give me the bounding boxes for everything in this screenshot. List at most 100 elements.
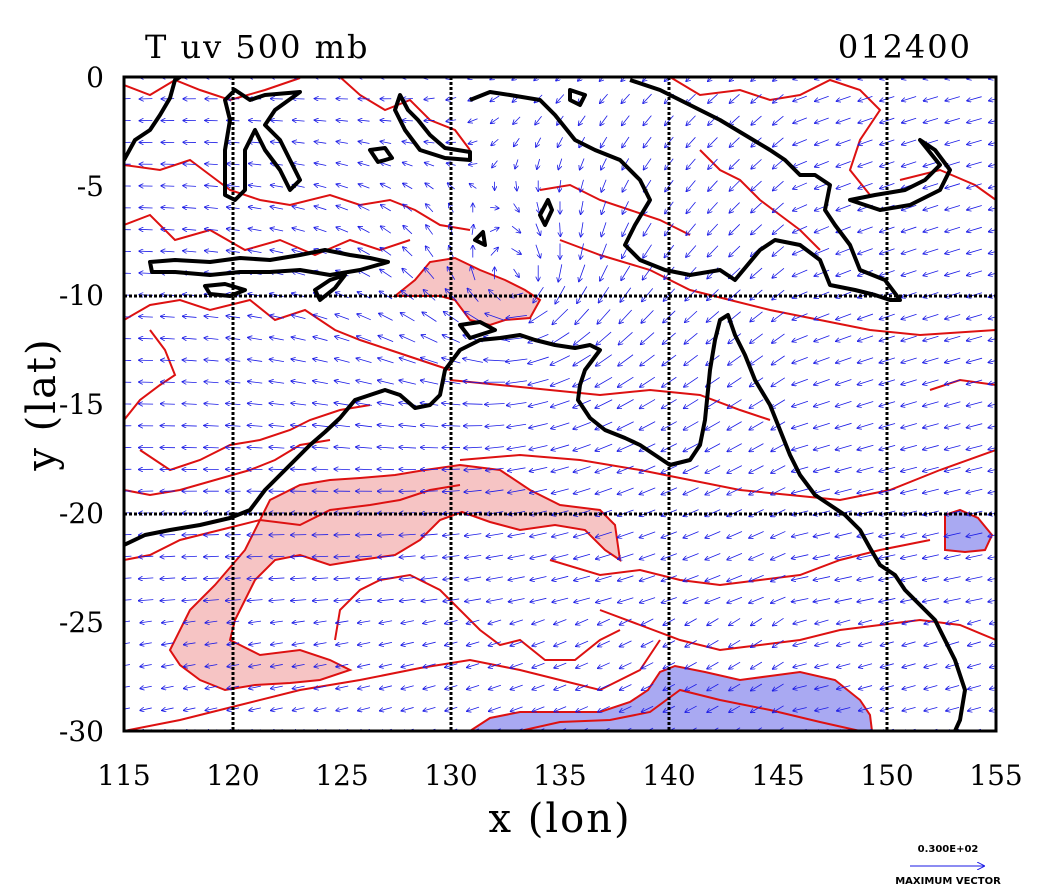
wind-vector — [358, 664, 371, 667]
wind-vector — [989, 664, 996, 668]
wind-vector — [988, 184, 996, 188]
wind-vector — [751, 661, 763, 669]
wind-vector — [469, 184, 477, 189]
wind-vector — [837, 619, 851, 624]
wind-vector — [535, 244, 541, 258]
x-tick-label: 125 — [315, 759, 368, 792]
wind-vector — [557, 137, 563, 147]
wind-vector — [815, 685, 829, 690]
wind-vector — [835, 422, 852, 428]
contour-line — [549, 539, 931, 587]
wind-vector — [573, 354, 591, 366]
wind-vector — [773, 94, 784, 103]
wind-vector — [576, 640, 589, 646]
wind-vector — [686, 137, 696, 147]
wind-vector — [988, 489, 996, 493]
wind-vector — [836, 335, 852, 342]
wind-vector — [791, 466, 809, 472]
wind-vector — [617, 575, 634, 581]
wind-vector — [643, 136, 652, 148]
wind-vector — [270, 621, 283, 623]
wind-vector — [533, 286, 544, 303]
wind-vector — [424, 162, 435, 165]
wind-vector — [226, 360, 241, 362]
wind-vector — [468, 164, 478, 165]
wind-vector — [425, 183, 434, 190]
plot-frame — [122, 75, 998, 733]
wind-vector — [618, 332, 633, 345]
wind-vector — [356, 336, 372, 342]
wind-vector — [685, 727, 697, 731]
wind-vector — [705, 421, 721, 430]
wind-vector — [835, 488, 852, 493]
wind-vector — [596, 331, 612, 345]
wind-vector — [815, 77, 823, 80]
wind-vector — [291, 403, 307, 405]
wind-vector — [403, 204, 413, 212]
wind-vector — [600, 93, 608, 103]
wind-vector — [857, 444, 874, 450]
wind-vector — [729, 180, 740, 191]
wind-vector — [988, 140, 996, 144]
wind-vector — [379, 685, 392, 689]
wind-vector — [312, 447, 329, 448]
wind-vector — [426, 204, 434, 213]
wind-vector — [575, 308, 590, 324]
wind-vector — [380, 226, 392, 234]
wind-vector — [814, 379, 830, 385]
wind-vector — [924, 641, 938, 646]
y-tick-label: -15 — [59, 388, 104, 421]
wind-vector — [751, 618, 763, 625]
wind-vector — [683, 487, 699, 495]
wind-vector — [621, 115, 630, 126]
contour-line — [944, 508, 994, 554]
wind-vector — [490, 117, 500, 124]
contour-line — [599, 609, 996, 652]
wind-vector — [901, 226, 917, 232]
wind-vector — [814, 335, 830, 342]
wind-vector — [901, 161, 917, 167]
wind-vector — [574, 597, 590, 602]
wind-vector — [902, 707, 916, 711]
wind-vector — [705, 465, 721, 474]
wind-vector — [334, 578, 351, 579]
wind-vector — [336, 708, 349, 711]
wind-vector — [226, 316, 241, 318]
wind-vector — [377, 556, 394, 557]
wind-vector — [401, 663, 414, 667]
wind-vector — [336, 184, 348, 189]
wind-vector — [836, 161, 851, 166]
wind-vector — [597, 309, 611, 324]
wind-vector — [835, 401, 852, 406]
wind-vector — [421, 491, 438, 492]
wind-vector — [923, 204, 939, 210]
wind-vector — [750, 311, 763, 322]
wind-vector — [559, 179, 561, 192]
coastline-small-islands — [538, 88, 587, 227]
wind-vector — [727, 596, 743, 603]
y-tick-label: 0 — [86, 61, 104, 94]
wind-vector — [619, 727, 632, 731]
wind-vector — [270, 120, 283, 121]
wind-vector — [727, 531, 743, 538]
contour-line — [124, 77, 301, 102]
wind-vector — [837, 707, 851, 710]
wind-vector — [269, 403, 285, 405]
wind-vector — [815, 619, 829, 624]
wind-vector — [182, 600, 198, 601]
wind-vector — [923, 183, 939, 189]
wind-vector — [749, 443, 764, 452]
wind-vector — [727, 443, 742, 452]
wind-vector — [248, 120, 262, 121]
timestamp-label: 012400 — [838, 28, 972, 66]
wind-vector — [507, 423, 527, 427]
wind-vector — [791, 532, 809, 537]
wind-vector — [988, 227, 996, 231]
wind-vector — [532, 662, 545, 668]
wind-vector — [356, 425, 373, 427]
wind-vector — [445, 663, 458, 668]
wind-vector — [793, 226, 808, 232]
wind-vector — [514, 137, 520, 146]
wind-vector — [182, 360, 197, 361]
wind-vector — [901, 335, 917, 341]
